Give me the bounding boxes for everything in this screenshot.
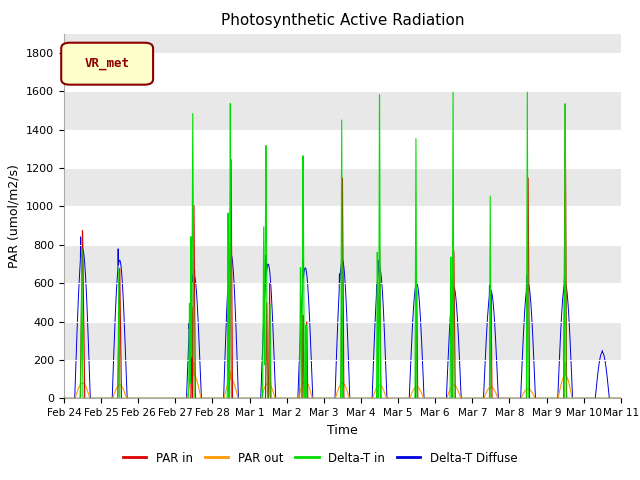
Bar bbox=[64, 283, 621, 322]
Text: VR_met: VR_met bbox=[84, 58, 129, 71]
Y-axis label: PAR (umol/m2/s): PAR (umol/m2/s) bbox=[8, 164, 20, 268]
FancyBboxPatch shape bbox=[61, 43, 153, 84]
Title: Photosynthetic Active Radiation: Photosynthetic Active Radiation bbox=[221, 13, 464, 28]
Bar bbox=[64, 360, 621, 398]
Bar bbox=[64, 53, 621, 91]
Legend: PAR in, PAR out, Delta-T in, Delta-T Diffuse: PAR in, PAR out, Delta-T in, Delta-T Dif… bbox=[118, 447, 522, 469]
X-axis label: Time: Time bbox=[327, 424, 358, 437]
Bar bbox=[64, 130, 621, 168]
Bar bbox=[64, 206, 621, 245]
